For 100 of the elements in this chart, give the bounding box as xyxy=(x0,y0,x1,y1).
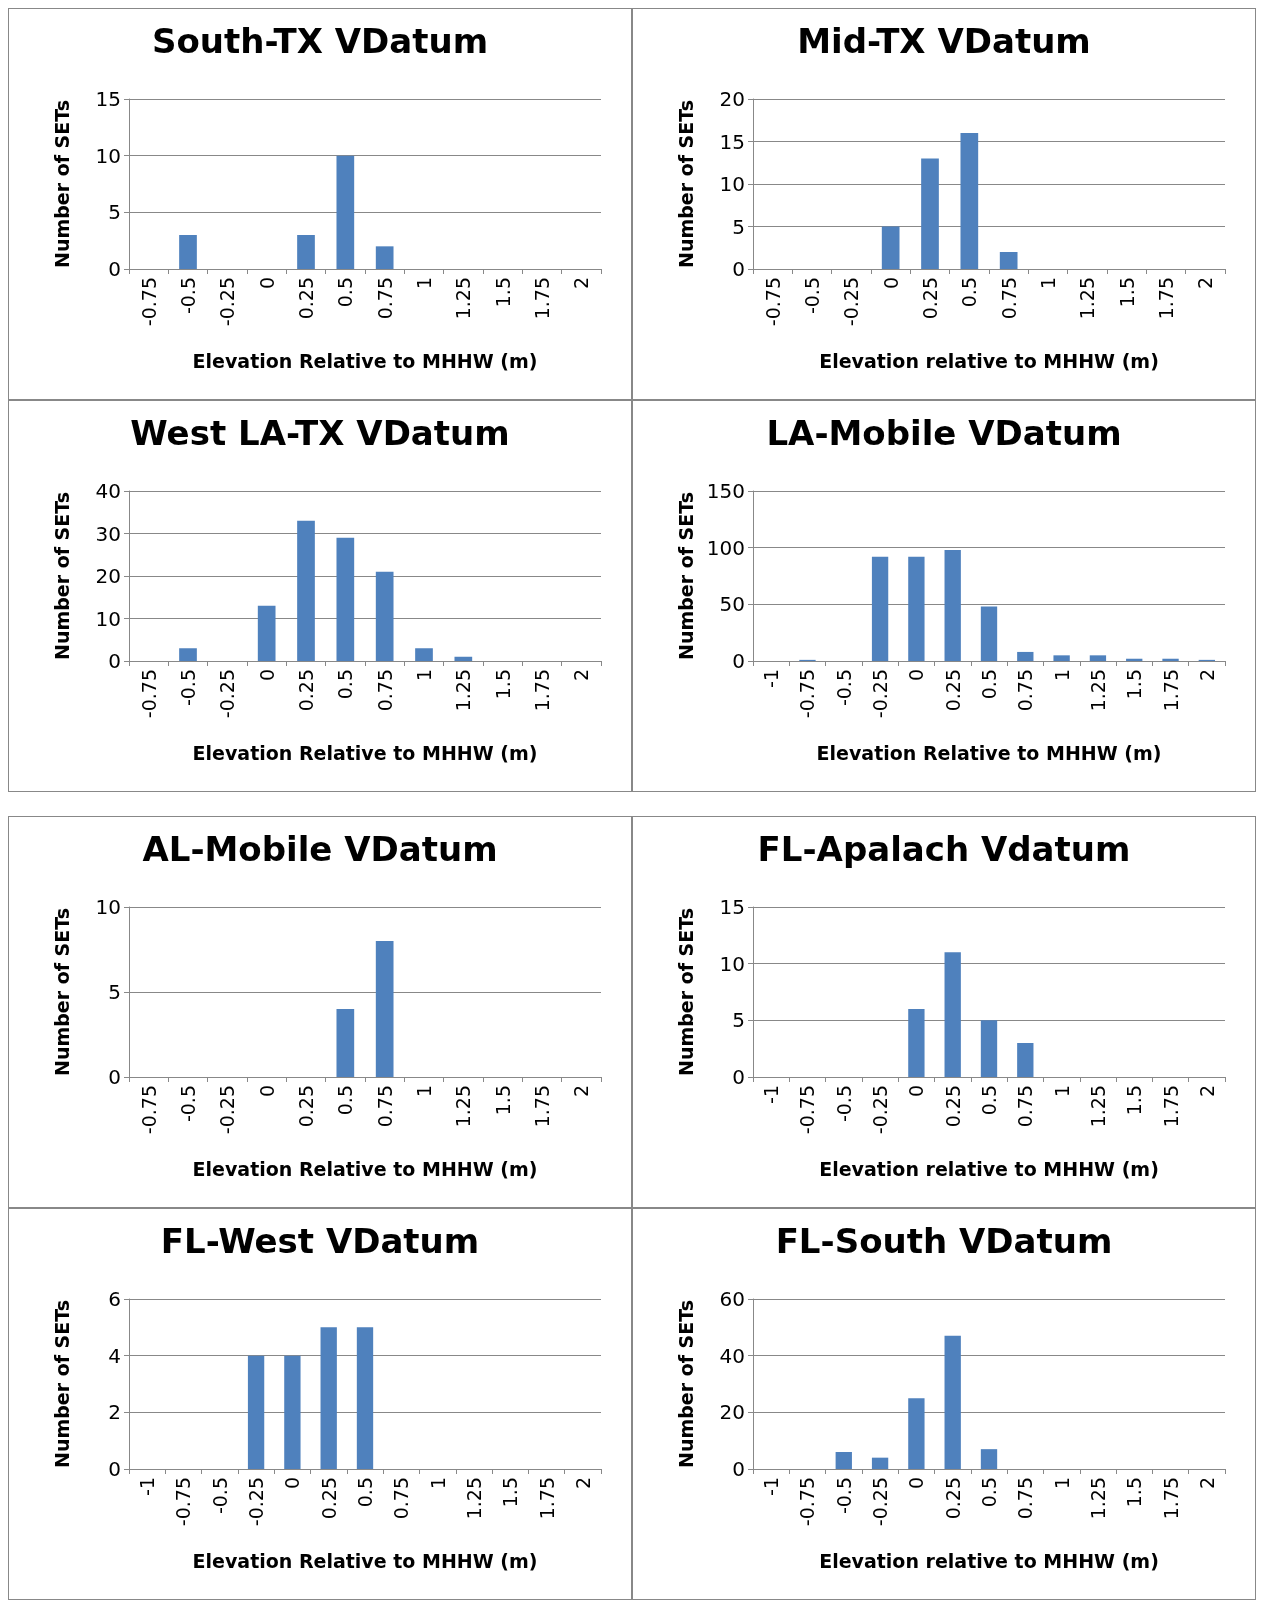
y-tick-label: 20 xyxy=(719,1400,745,1425)
x-tick-label: 0.5 xyxy=(958,277,981,308)
x-tick-label: -0.5 xyxy=(832,1477,855,1515)
x-axis-title: Elevation Relative to MHHW (m) xyxy=(192,741,538,764)
bar xyxy=(980,606,998,661)
x-tick-label: 2 xyxy=(1195,1085,1218,1098)
x-tick-label: 0.5 xyxy=(978,1085,1000,1116)
chart-title: South-TX VDatum xyxy=(151,21,489,61)
x-axis-title: Elevation relative to MHHW (m) xyxy=(819,1157,1159,1180)
x-tick-label: -1 xyxy=(760,1085,783,1104)
x-tick-label: 1.5 xyxy=(1123,669,1146,700)
x-tick-label: 1.25 xyxy=(452,1085,475,1128)
x-tick-label: 0.25 xyxy=(941,1477,964,1520)
bar xyxy=(375,246,394,269)
y-tick-label: 10 xyxy=(719,951,745,976)
x-tick-label: -0.25 xyxy=(245,1477,268,1527)
x-tick-label: 0.75 xyxy=(373,669,396,712)
y-tick-label: 30 xyxy=(95,521,121,546)
x-tick-label: -0.25 xyxy=(216,1085,239,1135)
y-tick-label: 10 xyxy=(95,606,121,631)
x-tick-label: 1 xyxy=(1050,1085,1073,1098)
x-tick-label: 0.5 xyxy=(334,277,357,308)
y-tick-label: 6 xyxy=(108,1287,121,1311)
bar xyxy=(871,556,889,661)
x-tick-label: 0.25 xyxy=(941,669,964,712)
y-axis-title: Number of SETs xyxy=(674,491,697,661)
y-tick-label: 5 xyxy=(732,214,745,239)
x-tick-label: 1.5 xyxy=(1123,1477,1146,1508)
x-tick-label: 0 xyxy=(905,1477,928,1490)
x-tick-label: -0.75 xyxy=(796,669,819,719)
y-axis-title: Number of SETs xyxy=(50,1299,73,1469)
x-tick-label: 1.75 xyxy=(531,277,553,320)
x-tick-label: 1 xyxy=(1050,1477,1073,1490)
x-tick-label: -0.25 xyxy=(216,277,239,327)
x-tick-label: -0.75 xyxy=(137,1085,160,1135)
x-tick-label: 1.75 xyxy=(531,669,553,712)
y-tick-label: 5 xyxy=(732,1008,745,1033)
x-tick-label: -0.5 xyxy=(832,1085,855,1123)
x-tick-label: 0.5 xyxy=(334,1085,357,1116)
bar xyxy=(960,133,979,269)
x-tick-label: 1.75 xyxy=(1155,277,1177,320)
bar xyxy=(944,1335,961,1469)
y-tick-label: 10 xyxy=(95,143,121,168)
bar xyxy=(257,605,276,661)
x-tick-label: 1 xyxy=(413,1085,435,1098)
x-tick-label: 1.75 xyxy=(1159,1477,1182,1520)
x-tick-label: 1.75 xyxy=(1159,669,1182,712)
x-tick-label: -0.25 xyxy=(869,669,892,719)
bar xyxy=(908,556,925,661)
x-tick-label: -1 xyxy=(136,1477,159,1496)
chart-title: FL-South VDatum xyxy=(775,1221,1113,1261)
bar xyxy=(1017,651,1034,661)
x-tick-label: 1.25 xyxy=(462,1477,485,1520)
x-tick-label: 0 xyxy=(255,277,278,290)
x-tick-label: 0 xyxy=(281,1477,304,1490)
bar xyxy=(944,549,961,661)
bar xyxy=(297,520,315,661)
x-tick-label: 0 xyxy=(905,1085,928,1098)
y-tick-label: 100 xyxy=(706,535,745,560)
bar xyxy=(980,1449,998,1469)
x-tick-label: 1.5 xyxy=(499,1477,522,1508)
x-axis-title: Elevation relative to MHHW (m) xyxy=(819,1549,1159,1572)
chart-title: West LA-TX VDatum xyxy=(130,413,510,453)
x-tick-label: -0.5 xyxy=(177,1085,199,1123)
bar xyxy=(921,158,939,269)
x-tick-label: -0.25 xyxy=(869,1085,892,1135)
bar xyxy=(999,252,1018,269)
x-tick-label: 2 xyxy=(570,669,593,682)
x-axis-title: Elevation Relative to MHHW (m) xyxy=(816,741,1162,764)
y-axis-title: Number of SETs xyxy=(674,99,697,269)
x-tick-label: 2 xyxy=(1195,1477,1218,1490)
x-tick-label: -0.25 xyxy=(216,669,239,719)
y-axis-title: Number of SETs xyxy=(50,907,73,1077)
x-tick-label: 1.75 xyxy=(1159,1085,1182,1128)
x-tick-label: 0 xyxy=(255,1085,278,1098)
x-tick-label: 1.5 xyxy=(491,1085,514,1116)
bar xyxy=(1017,1043,1034,1077)
x-axis-title: Elevation relative to MHHW (m) xyxy=(819,349,1159,372)
x-tick-label: -0.5 xyxy=(208,1477,231,1515)
bar xyxy=(908,1398,925,1469)
x-tick-label: -0.5 xyxy=(177,669,199,707)
bar xyxy=(336,155,355,269)
bar xyxy=(179,235,197,269)
y-tick-label: 10 xyxy=(719,172,745,196)
y-tick-label: 40 xyxy=(719,1343,745,1368)
bar xyxy=(1089,655,1107,661)
x-tick-label: 1.5 xyxy=(491,277,514,308)
x-tick-label: 1.5 xyxy=(491,669,514,700)
x-tick-label: 1.25 xyxy=(1076,277,1099,320)
x-tick-label: 1.25 xyxy=(452,277,475,320)
x-tick-label: 0.75 xyxy=(1014,1477,1037,1520)
y-tick-label: 10 xyxy=(95,895,121,919)
x-tick-label: -0.75 xyxy=(137,277,160,327)
x-tick-label: 1 xyxy=(426,1477,449,1490)
bar xyxy=(1053,655,1070,661)
x-tick-label: 0.25 xyxy=(919,277,941,320)
x-tick-label: 2 xyxy=(570,1085,593,1098)
chart-title: LA-Mobile VDatum xyxy=(766,413,1122,453)
bar xyxy=(980,1020,998,1077)
y-axis-title: Number of SETs xyxy=(674,1299,697,1469)
